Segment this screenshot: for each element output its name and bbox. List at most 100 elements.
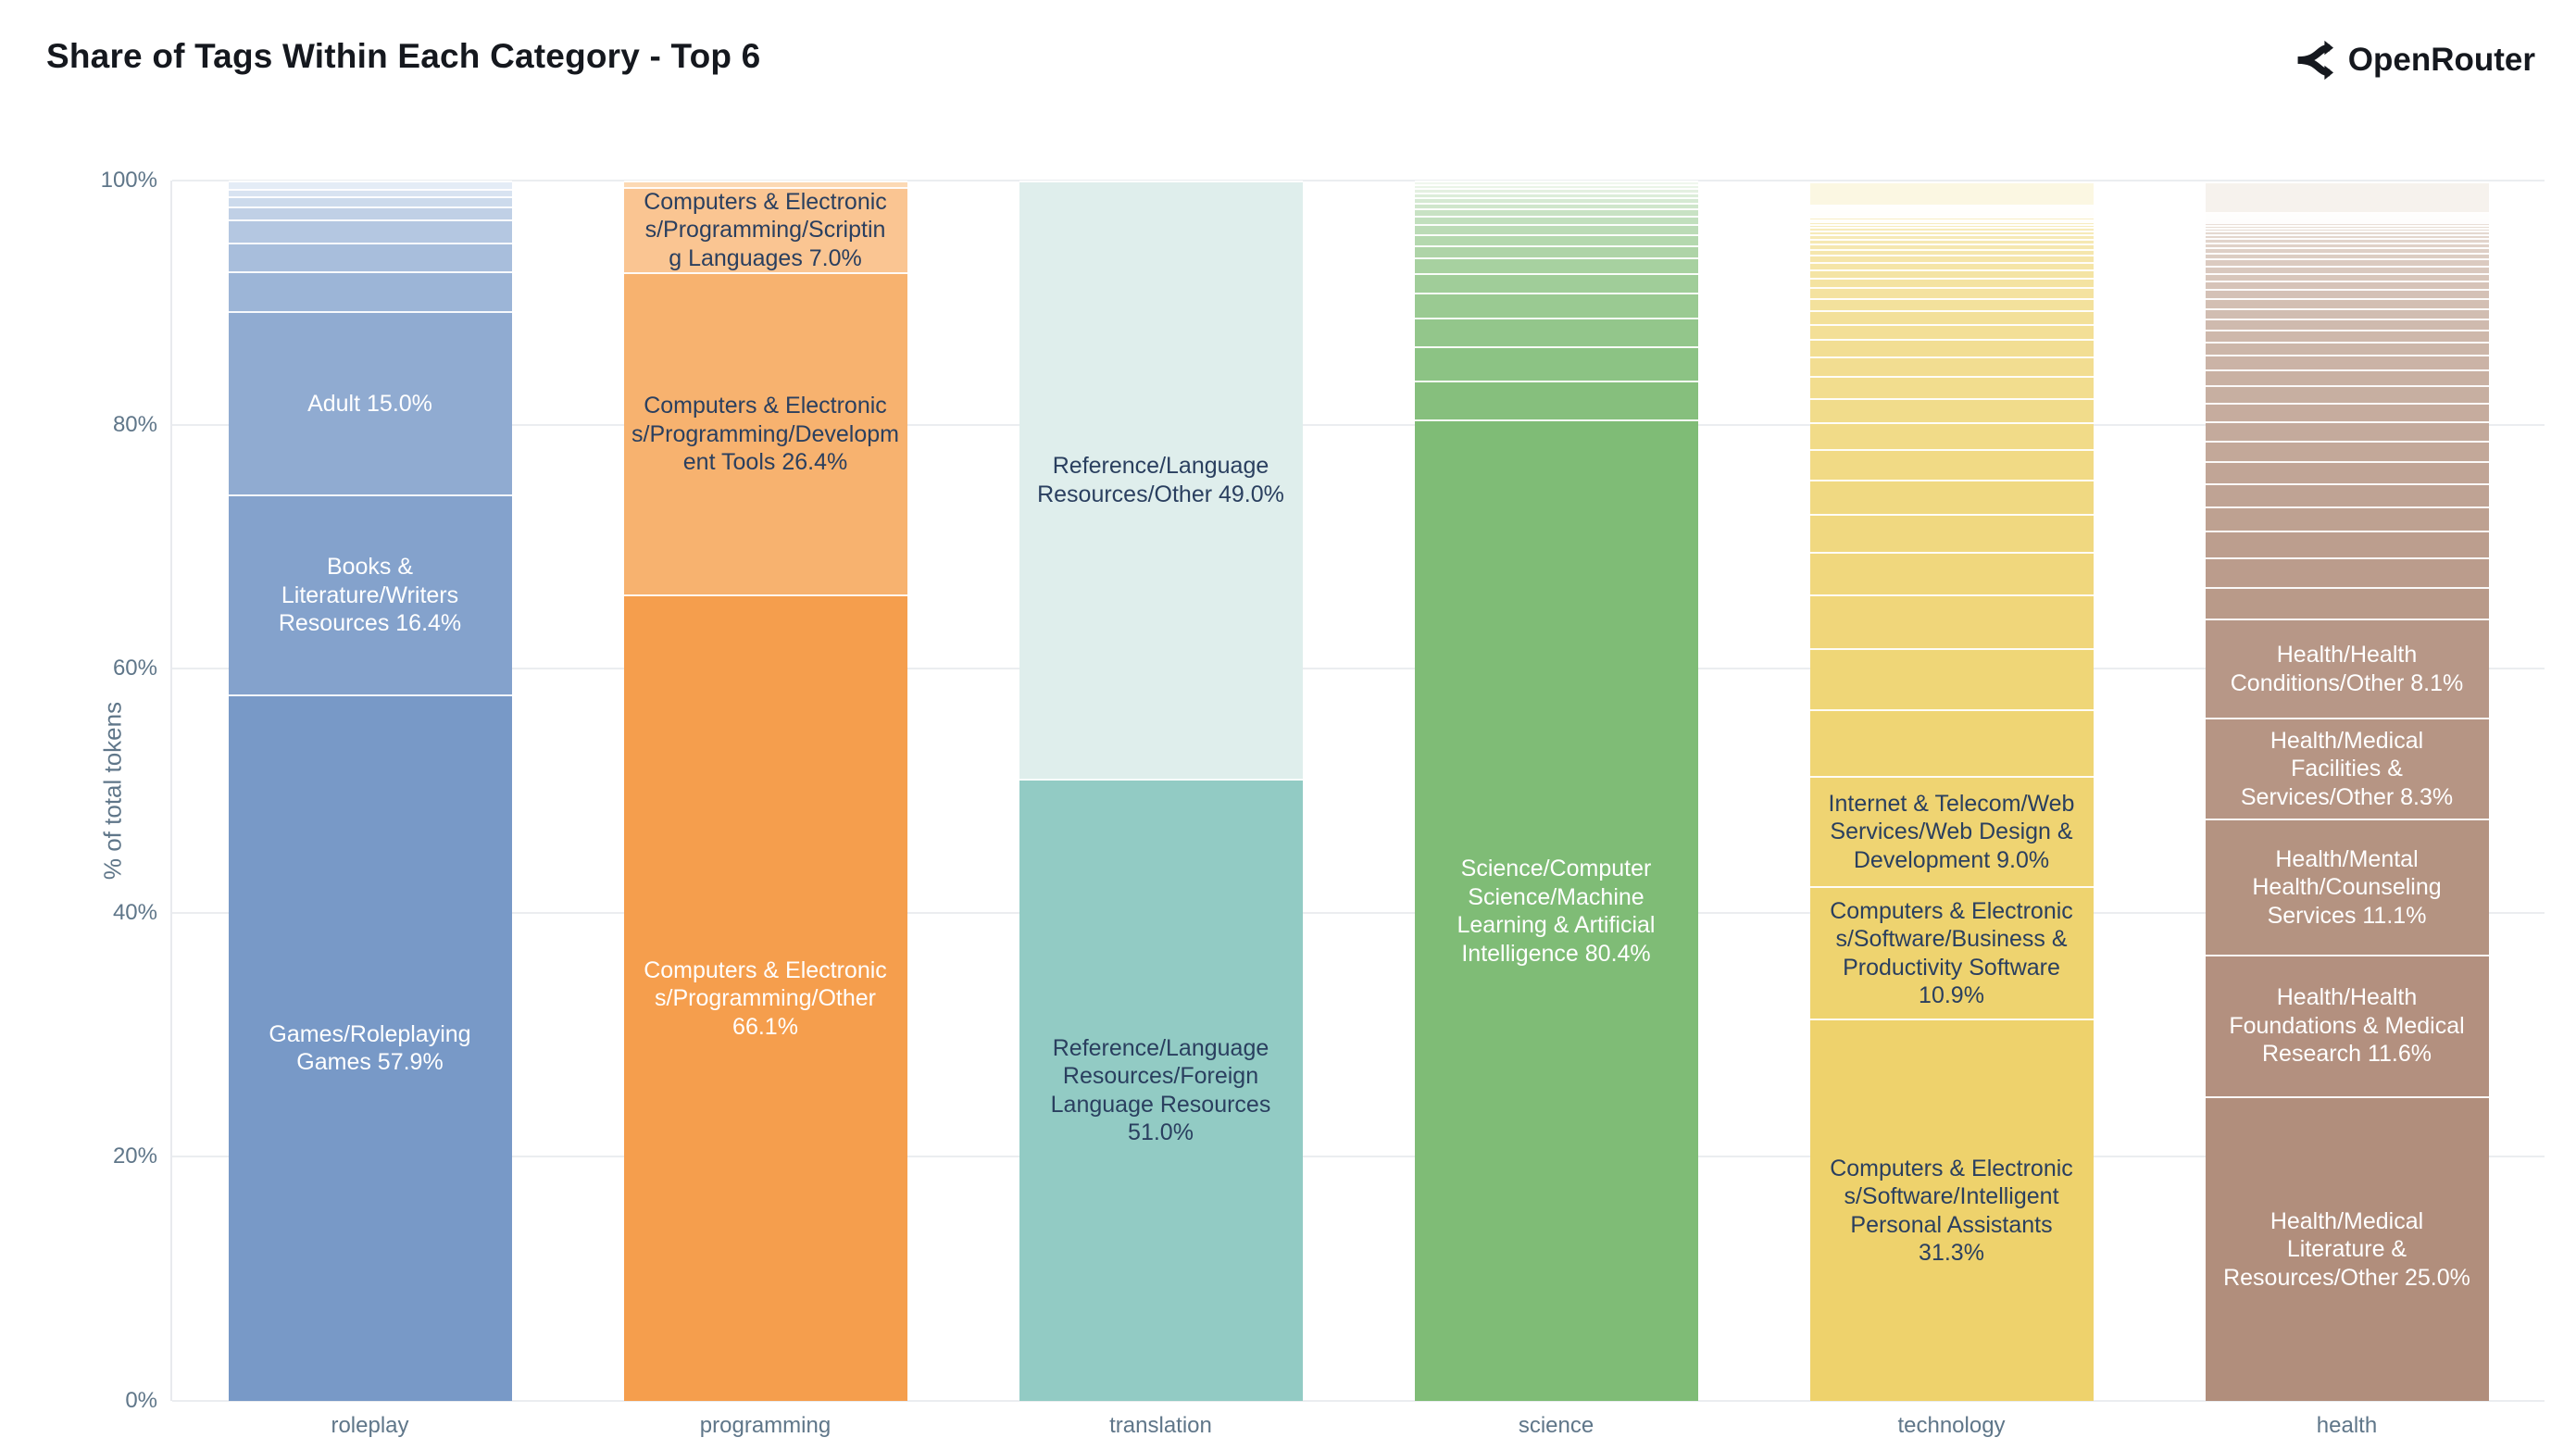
bar-segment[interactable] xyxy=(2205,482,2489,506)
bar-segment[interactable] xyxy=(2205,228,2489,231)
bar-segment[interactable] xyxy=(2205,272,2489,281)
bar-segment[interactable] xyxy=(2205,506,2489,531)
bar-segment[interactable] xyxy=(2205,531,2489,558)
bar-segment[interactable]: Computers & Electronic s/Software/Busine… xyxy=(1809,885,2094,1019)
bar-segment[interactable] xyxy=(228,188,512,197)
bar-segment[interactable] xyxy=(2205,307,2489,319)
bar-segment[interactable] xyxy=(1414,346,1698,381)
bar-segment[interactable]: Health/Health Foundations & Medical Rese… xyxy=(2205,954,2489,1096)
bar-segment[interactable]: Reference/Language Resources/Foreign Lan… xyxy=(1019,778,1303,1401)
bar-segment[interactable] xyxy=(1809,219,2094,222)
bar-segment[interactable] xyxy=(1414,202,1698,209)
bar-segment[interactable] xyxy=(2205,213,2489,216)
bar-segment[interactable] xyxy=(1809,215,2094,218)
bar-segment[interactable]: Computers & Electronic s/Programming/Oth… xyxy=(623,594,907,1401)
bar-segment[interactable] xyxy=(2205,369,2489,386)
bar-segment[interactable] xyxy=(1414,381,1698,420)
bar-segment[interactable] xyxy=(1809,708,2094,777)
bar-segment[interactable] xyxy=(2205,181,2489,212)
bar-segment[interactable] xyxy=(1809,243,2094,249)
bar-segment[interactable] xyxy=(2205,231,2489,234)
bar-segment[interactable] xyxy=(2205,212,2489,215)
bar-segment[interactable] xyxy=(1809,205,2094,207)
bar-segment[interactable] xyxy=(1414,234,1698,245)
bar-segment[interactable] xyxy=(2205,318,2489,330)
bar-segment[interactable] xyxy=(1414,317,1698,347)
bar-segment[interactable] xyxy=(2205,217,2489,219)
bar-segment[interactable] xyxy=(2205,215,2489,218)
bar-segment[interactable] xyxy=(2205,242,2489,247)
bar-segment[interactable] xyxy=(1809,339,2094,356)
bar-segment[interactable] xyxy=(2205,586,2489,619)
bar-segment[interactable] xyxy=(1414,244,1698,258)
bar-segment[interactable]: Health/Medical Facilities & Services/Oth… xyxy=(2205,717,2489,819)
bar-segment[interactable] xyxy=(2205,385,2489,403)
bar-segment[interactable]: Adult 15.0% xyxy=(228,311,512,494)
bar-segment[interactable] xyxy=(1414,187,1698,193)
bar-segment[interactable] xyxy=(1809,217,2094,219)
bar-segment[interactable] xyxy=(1809,204,2094,206)
bar-segment[interactable] xyxy=(1809,206,2094,209)
bar-segment[interactable] xyxy=(2205,402,2489,421)
bar-segment[interactable] xyxy=(2205,329,2489,342)
bar-segment[interactable] xyxy=(1809,277,2094,288)
bar-segment[interactable] xyxy=(1809,221,2094,225)
bar-segment[interactable] xyxy=(1809,211,2094,214)
bar-segment[interactable] xyxy=(1414,273,1698,294)
bar-segment[interactable] xyxy=(1809,224,2094,228)
bar-segment[interactable] xyxy=(2205,298,2489,308)
bar-segment[interactable] xyxy=(1414,257,1698,274)
bar-segment[interactable] xyxy=(1809,209,2094,212)
bar-segment[interactable] xyxy=(1809,647,2094,709)
bar-segment[interactable] xyxy=(2205,222,2489,226)
bar-segment[interactable] xyxy=(1809,479,2094,514)
bar-segment[interactable] xyxy=(623,181,907,187)
bar-segment[interactable]: Internet & Telecom/Web Services/Web Desi… xyxy=(1809,776,2094,886)
bar-segment[interactable]: Computers & Electronic s/Software/Intell… xyxy=(1809,1019,2094,1401)
bar-segment[interactable] xyxy=(2205,210,2489,213)
bar-segment[interactable]: Science/Computer Science/Machine Learnin… xyxy=(1414,419,1698,1401)
bar-segment[interactable] xyxy=(1809,287,2094,299)
bar-segment[interactable] xyxy=(1809,255,2094,262)
bar-segment[interactable] xyxy=(228,219,512,244)
bar-segment[interactable] xyxy=(1809,206,2094,208)
bar-segment[interactable] xyxy=(1809,594,2094,648)
bar-segment[interactable] xyxy=(1414,216,1698,225)
bar-segment[interactable] xyxy=(228,243,512,271)
bar-segment[interactable] xyxy=(2205,234,2489,238)
bar-segment[interactable] xyxy=(2205,289,2489,299)
bar-segment[interactable] xyxy=(1809,323,2094,340)
bar-segment[interactable] xyxy=(1809,231,2094,234)
bar-segment[interactable] xyxy=(1809,513,2094,552)
bar-segment[interactable] xyxy=(2205,355,2489,370)
bar-segment[interactable] xyxy=(2205,342,2489,356)
bar-segment[interactable] xyxy=(1809,551,2094,594)
bar-segment[interactable] xyxy=(1414,293,1698,318)
bar-segment[interactable] xyxy=(1809,213,2094,216)
bar-segment[interactable] xyxy=(2205,252,2489,259)
bar-segment[interactable] xyxy=(1414,183,1698,188)
bar-segment[interactable] xyxy=(2205,281,2489,290)
bar-segment[interactable]: Health/Health Conditions/Other 8.1% xyxy=(2205,619,2489,718)
bar-segment[interactable] xyxy=(1809,208,2094,211)
bar-segment[interactable] xyxy=(1809,248,2094,256)
bar-segment[interactable] xyxy=(1809,375,2094,398)
bar-segment[interactable]: Computers & Electronic s/Programming/Dev… xyxy=(623,271,907,594)
bar-segment[interactable] xyxy=(1809,238,2094,244)
bar-segment[interactable]: Computers & Electronic s/Programming/Scr… xyxy=(623,186,907,272)
bar-segment[interactable] xyxy=(1809,269,2094,278)
bar-segment[interactable]: Reference/Language Resources/Other 49.0% xyxy=(1019,181,1303,779)
bar-segment[interactable]: Health/Medical Literature & Resources/Ot… xyxy=(2205,1095,2489,1401)
bar-segment[interactable] xyxy=(2205,461,2489,483)
bar-segment[interactable]: Games/Roleplaying Games 57.9% xyxy=(228,694,512,1401)
bar-segment[interactable] xyxy=(2205,237,2489,243)
bar-segment[interactable] xyxy=(2205,557,2489,587)
bar-segment[interactable] xyxy=(2205,246,2489,253)
bar-segment[interactable] xyxy=(228,196,512,206)
bar-segment[interactable] xyxy=(1414,196,1698,203)
bar-segment[interactable] xyxy=(2205,265,2489,273)
bar-segment[interactable] xyxy=(1414,181,1698,184)
bar-segment[interactable] xyxy=(1809,234,2094,239)
bar-segment[interactable] xyxy=(1809,181,2094,205)
bar-segment[interactable] xyxy=(1809,397,2094,422)
